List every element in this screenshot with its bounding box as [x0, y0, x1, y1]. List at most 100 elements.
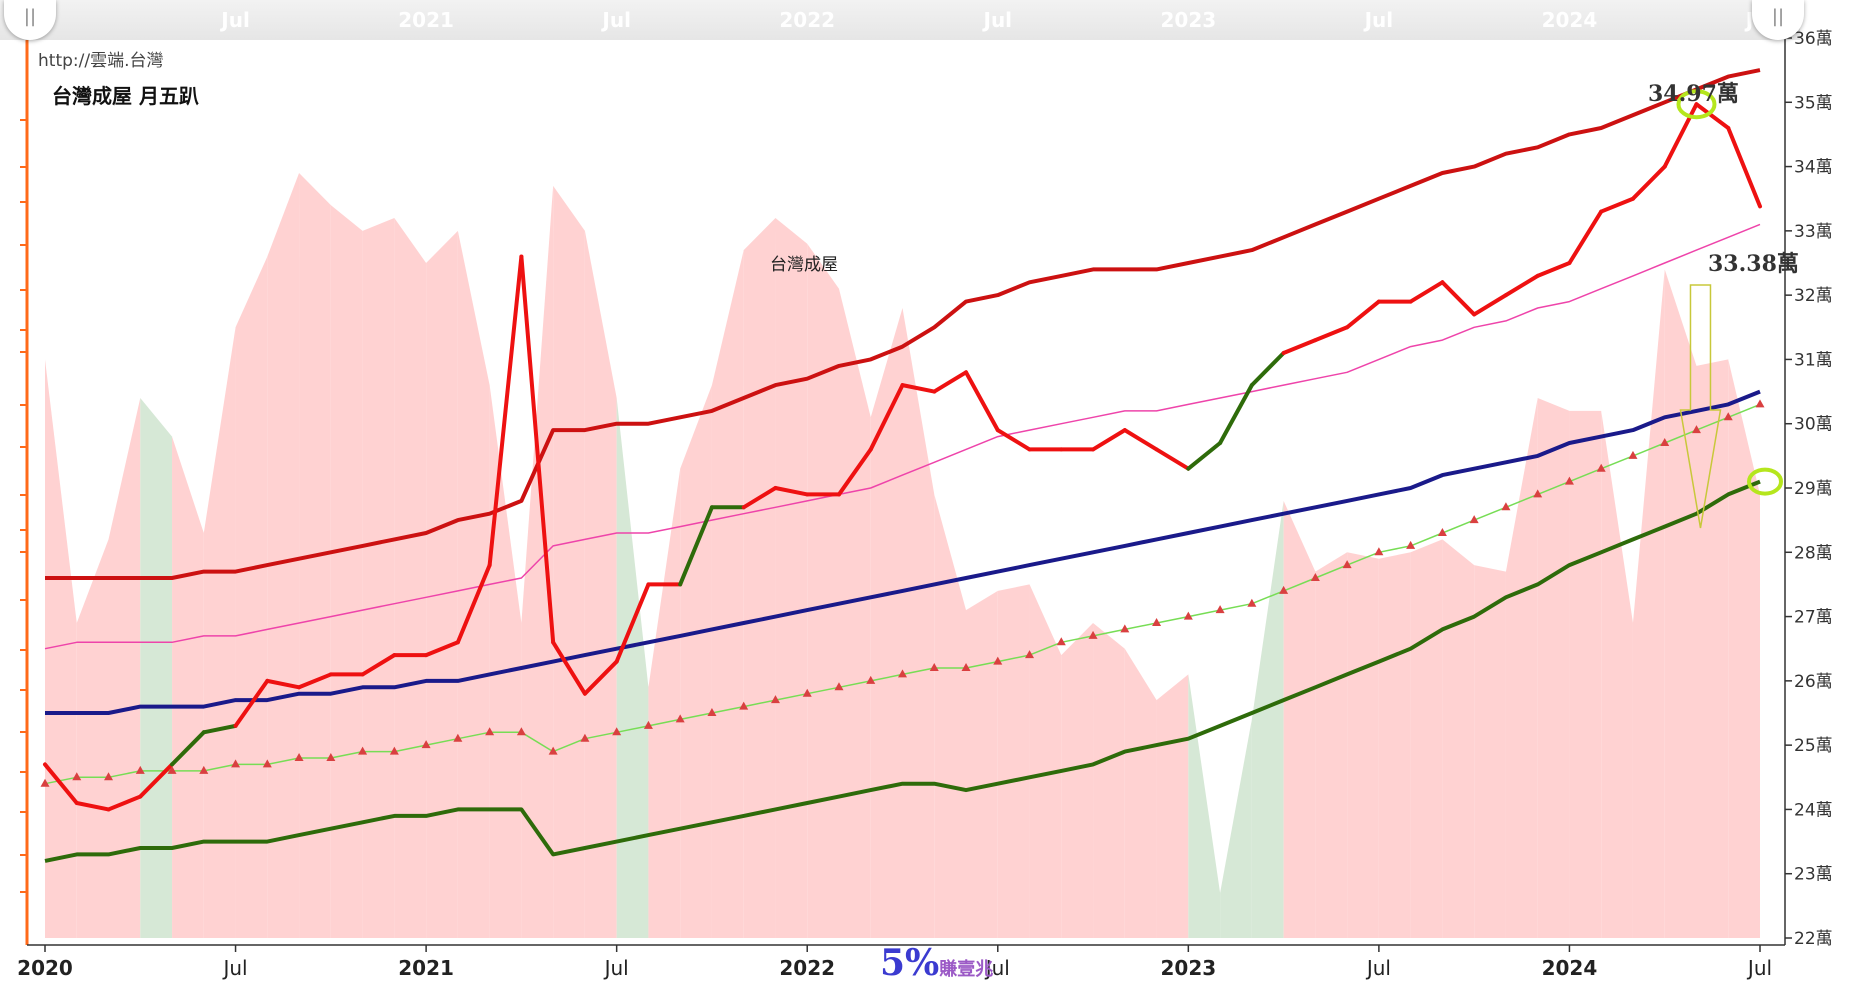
- range-handle-left[interactable]: ||: [4, 0, 56, 40]
- price-line-segment: [487, 254, 524, 568]
- mid-band-line: [44, 223, 1761, 650]
- area-segment: [1251, 500, 1284, 938]
- area-segment: [267, 173, 300, 938]
- price-line-segment: [201, 723, 238, 735]
- price-line-segment: [964, 370, 1000, 433]
- target-marker: [802, 688, 812, 697]
- x-tick-label: 2021: [398, 956, 454, 980]
- x-tick-label: Jul: [984, 956, 1010, 980]
- area-segment: [362, 218, 395, 938]
- target-marker: [167, 765, 177, 774]
- price-line-segment: [1249, 351, 1286, 388]
- price-line-segment: [741, 486, 778, 510]
- price-line-segment: [519, 254, 556, 645]
- price-line-segment: [74, 801, 111, 812]
- target-marker: [1025, 650, 1035, 659]
- price-line-segment: [1345, 299, 1381, 330]
- area-segment: [1283, 500, 1316, 938]
- target-marker: [1437, 528, 1447, 536]
- target-marker: [1056, 637, 1066, 646]
- area-segment: [489, 385, 522, 939]
- target-marker: [485, 727, 495, 736]
- range-handle-right[interactable]: ||: [1752, 0, 1804, 40]
- target-marker: [262, 759, 272, 768]
- x-tick-label: Jul: [603, 956, 629, 980]
- area-segment: [1156, 674, 1189, 938]
- area-segment: [1378, 552, 1411, 938]
- target-marker: [1564, 476, 1574, 485]
- navigator-bar[interactable]: [0, 0, 1800, 40]
- target-marker: [1310, 573, 1320, 581]
- x-tick-label: Jul: [1365, 956, 1391, 980]
- peak-highlight-ring: [1676, 89, 1717, 120]
- price-line-segment: [170, 730, 206, 767]
- price-line-segment: [233, 678, 270, 728]
- target-marker: [1533, 489, 1543, 498]
- chart-title: 台灣成屋 月五趴: [52, 84, 199, 108]
- area-segment: [902, 308, 935, 938]
- area-segment: [934, 494, 967, 938]
- price-line-segment: [1503, 273, 1540, 298]
- area-segment: [775, 218, 808, 938]
- price-line-segment: [1408, 280, 1445, 304]
- x-tick-label: Jul: [221, 956, 247, 980]
- target-marker: [1596, 463, 1606, 472]
- area-segment: [1537, 398, 1570, 938]
- target-marker: [1183, 611, 1193, 620]
- area-segment: [1347, 552, 1379, 938]
- decoration-layer: [1676, 89, 1783, 529]
- y-tick-label: 25萬: [1794, 736, 1833, 756]
- price-line-segment: [424, 640, 460, 658]
- area-segment: [838, 288, 871, 938]
- target-marker: [1469, 515, 1479, 524]
- target-marker: [104, 772, 114, 781]
- navigator-label: 2024: [1542, 8, 1598, 32]
- y-tick-label: 24萬: [1794, 800, 1833, 820]
- area-segment: [235, 256, 268, 939]
- area-segment: [1442, 539, 1475, 938]
- area-segment: [997, 584, 1030, 938]
- area-segment: [1188, 674, 1221, 938]
- target-marker: [548, 746, 558, 755]
- target-marker: [834, 682, 844, 691]
- x-tick-label: 2020: [17, 956, 73, 980]
- price-line-segment: [900, 383, 937, 394]
- y-tick-label: 36萬: [1794, 29, 1833, 49]
- navigator-label: Jul: [982, 8, 1013, 32]
- price-line-segment: [773, 486, 810, 497]
- target-marker: [1279, 585, 1289, 594]
- target-marker: [993, 656, 1003, 665]
- area-segment: [203, 327, 236, 938]
- area-segment: [457, 230, 490, 938]
- area-segment: [1664, 269, 1697, 938]
- target-marker: [135, 765, 145, 774]
- area-segment: [76, 539, 109, 938]
- area-segment: [1569, 410, 1602, 938]
- target-marker: [1342, 560, 1352, 569]
- area-segment: [1410, 539, 1443, 938]
- target-marker: [1247, 598, 1257, 607]
- area-segment: [1696, 359, 1729, 938]
- price-line-segment: [1694, 102, 1731, 130]
- target-marker: [1215, 605, 1225, 614]
- area-segment: [140, 398, 173, 938]
- target-marker: [199, 765, 209, 774]
- price-line-segment: [1186, 441, 1223, 471]
- price-line-segment: [1535, 261, 1572, 278]
- price-line-segment: [995, 428, 1032, 452]
- target-marker: [961, 663, 971, 671]
- price-line-segment: [1567, 209, 1604, 265]
- area-segment: [1601, 410, 1633, 938]
- y-tick-label: 26萬: [1794, 672, 1833, 692]
- price-line-segment: [1726, 126, 1762, 209]
- price-line-segment: [582, 659, 619, 696]
- target-marker: [1374, 547, 1384, 556]
- target-marker: [231, 759, 241, 768]
- area-segment: [1728, 359, 1760, 938]
- price-line-segment: [678, 505, 714, 587]
- target-marker: [1152, 618, 1162, 626]
- target-marker: [72, 772, 82, 781]
- price-line-segment: [43, 762, 79, 805]
